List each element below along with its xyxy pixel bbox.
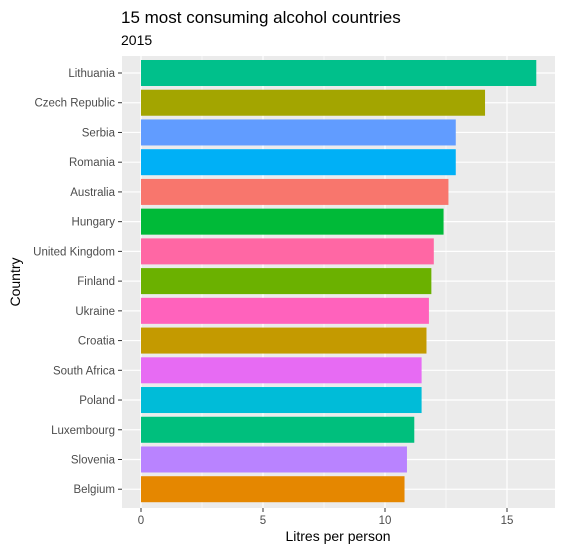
bar-australia xyxy=(141,178,449,205)
y-tick-label: Luxembourg xyxy=(51,425,115,437)
bar-romania xyxy=(141,149,456,176)
x-tick-label: 5 xyxy=(260,515,266,527)
x-tick-label: 10 xyxy=(379,515,392,527)
y-tick-label: South Africa xyxy=(53,365,116,377)
x-axis-ticks: 0 5 10 15 xyxy=(138,508,514,527)
y-tick-label: Serbia xyxy=(82,127,116,139)
y-tick-label: Lithuania xyxy=(68,68,115,80)
bar-serbia xyxy=(141,119,456,146)
y-tick-label: Hungary xyxy=(72,217,116,229)
y-tick-label: Australia xyxy=(70,187,115,199)
bar-luxembourg xyxy=(141,416,415,443)
y-axis-title: Country xyxy=(7,257,23,306)
chart-title: 15 most consuming alcohol countries xyxy=(121,8,401,27)
bar-poland xyxy=(141,387,422,414)
chart-subtitle: 2015 xyxy=(121,32,152,48)
y-tick-label: Slovenia xyxy=(71,454,116,466)
y-tick-label: United Kingdom xyxy=(33,246,115,258)
y-tick-label: Poland xyxy=(79,395,115,407)
bar-czech-republic xyxy=(141,89,486,116)
y-tick-label: Czech Republic xyxy=(34,98,115,110)
bar-croatia xyxy=(141,327,427,354)
y-axis-ticks: Lithuania Czech Republic Serbia Romania Aust… xyxy=(33,68,122,496)
bars xyxy=(141,60,537,503)
bar-slovenia xyxy=(141,446,407,473)
bar-belgium xyxy=(141,476,405,503)
x-tick-label: 0 xyxy=(138,515,144,527)
bar-ukraine xyxy=(141,297,429,324)
y-tick-label: Finland xyxy=(77,276,115,288)
y-tick-label: Belgium xyxy=(73,484,115,496)
y-tick-label: Romania xyxy=(69,157,116,169)
bar-south-africa xyxy=(141,357,422,384)
y-tick-label: Croatia xyxy=(78,336,116,348)
bar-finland xyxy=(141,268,432,295)
y-tick-label: Ukraine xyxy=(75,306,115,318)
x-tick-label: 15 xyxy=(501,515,514,527)
bar-hungary xyxy=(141,208,444,235)
bar-united-kingdom xyxy=(141,238,434,265)
bar-lithuania xyxy=(141,60,537,86)
x-axis-title: Litres per person xyxy=(285,528,390,544)
